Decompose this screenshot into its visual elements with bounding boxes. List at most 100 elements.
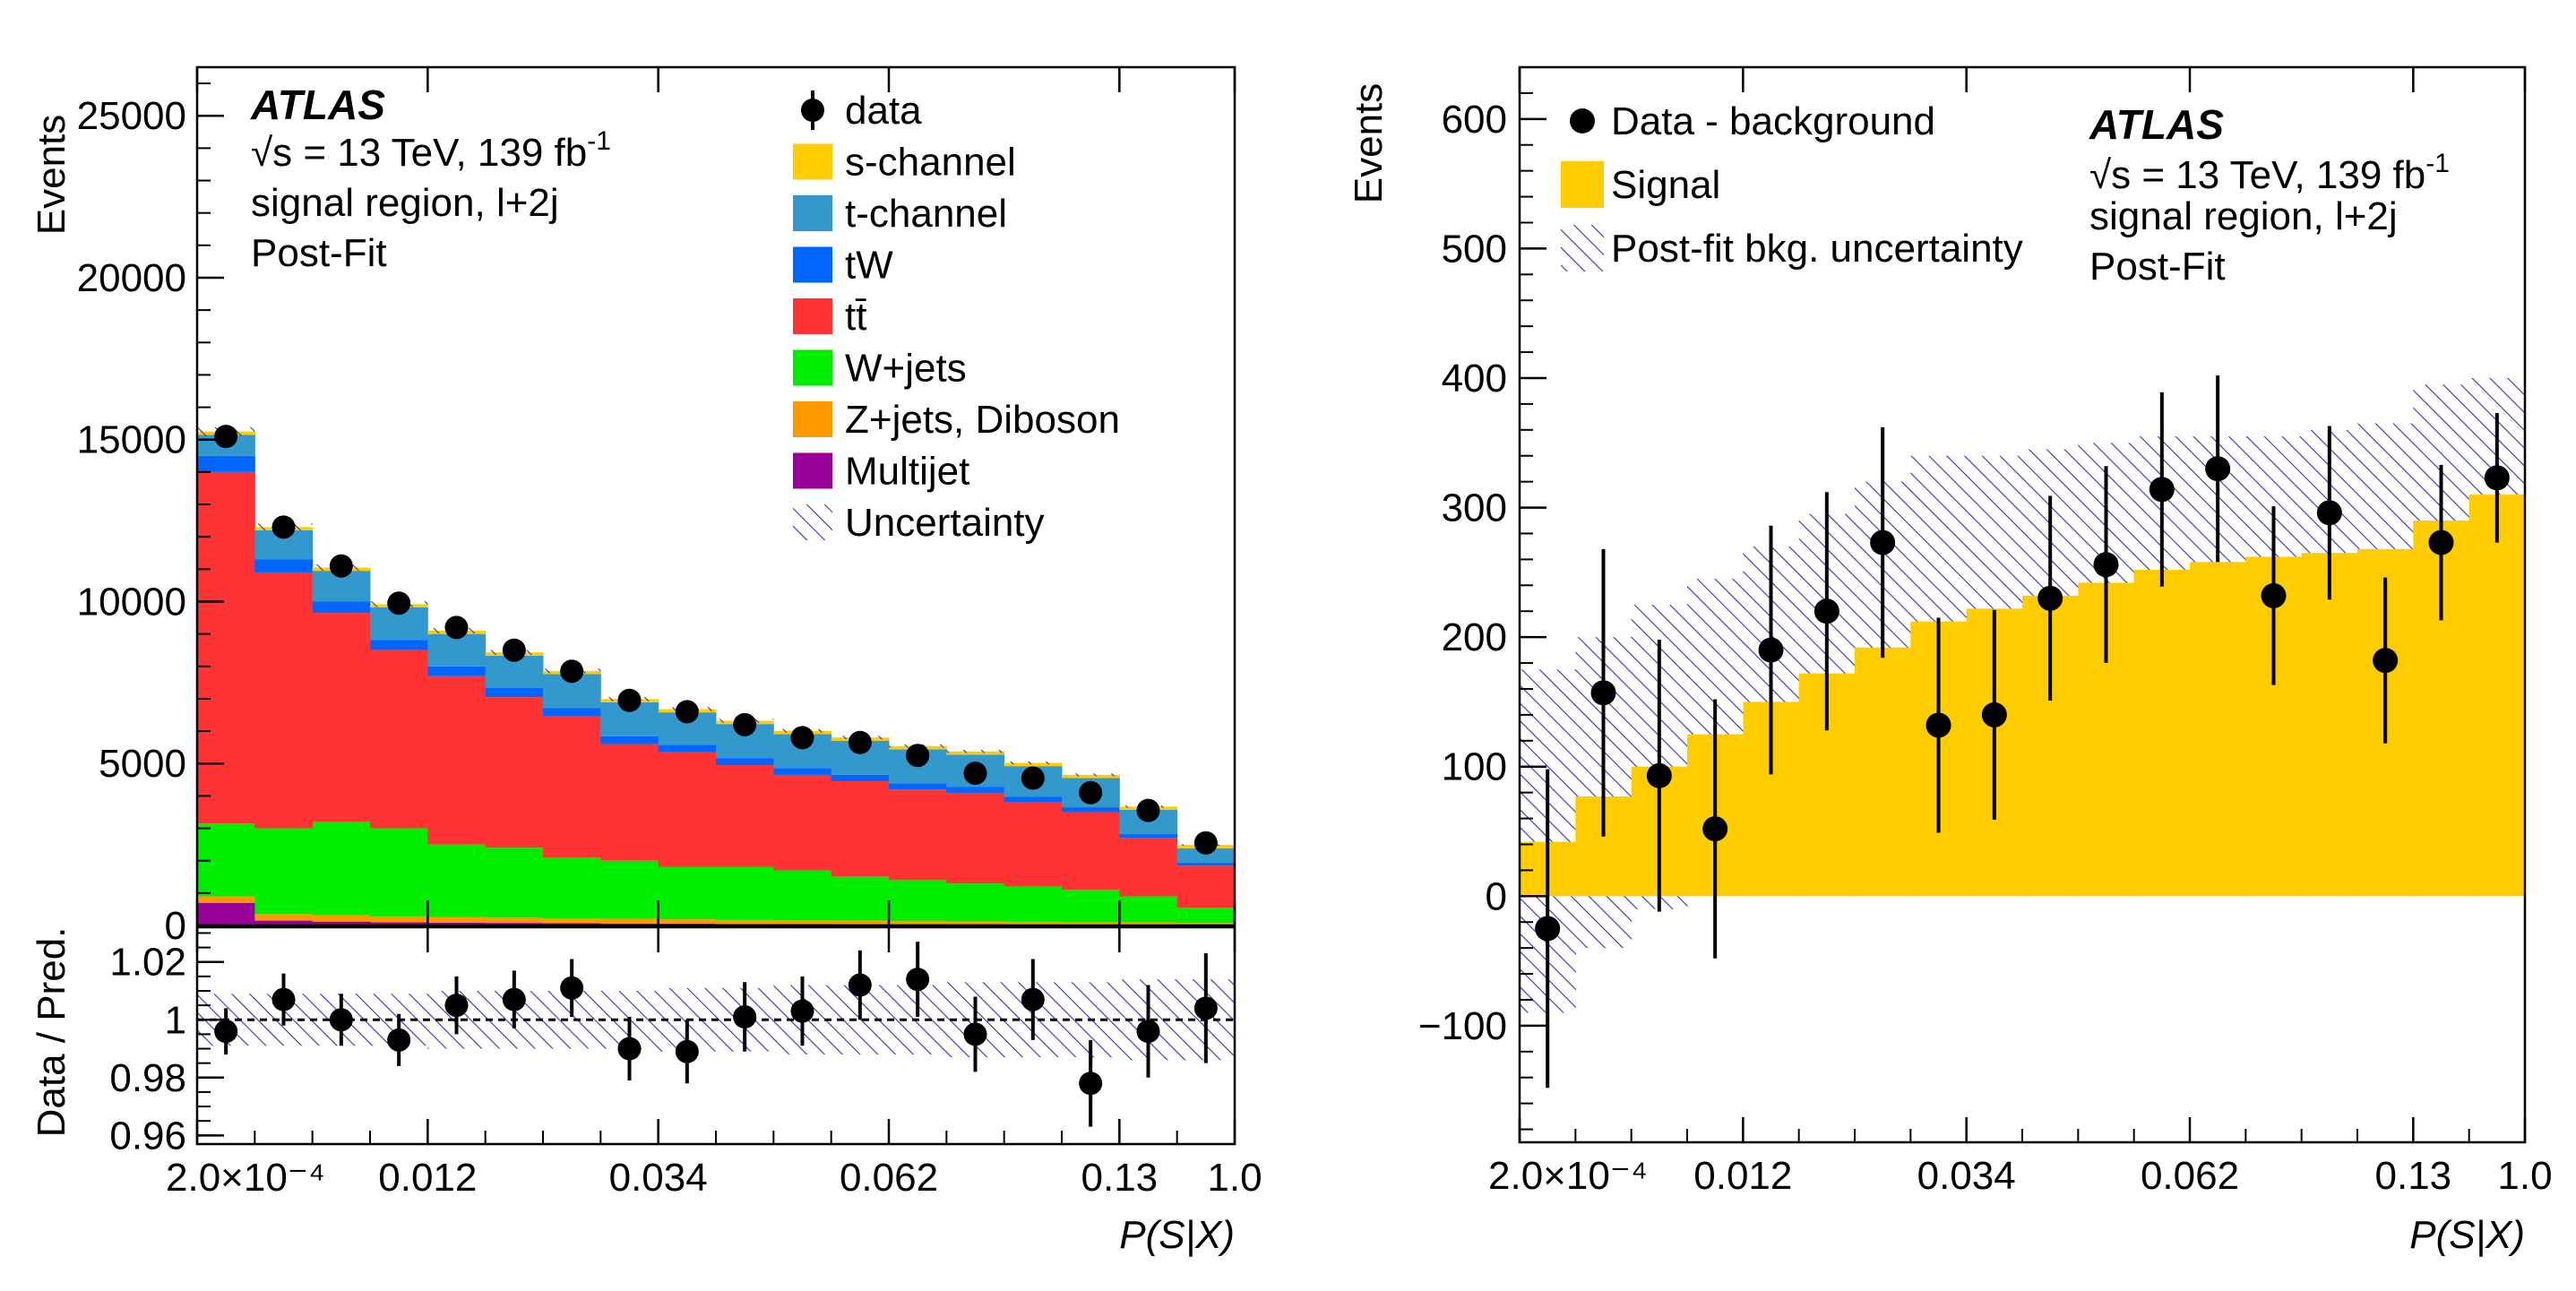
right-data-point-1 — [1590, 680, 1616, 706]
right-legend-label-unc: Post-fit bkg. uncertainty — [1611, 227, 2023, 271]
y-tick-label-3: 15000 — [77, 418, 186, 462]
bar-z-jets-diboson-11 — [831, 920, 890, 925]
data-point-17 — [1193, 831, 1218, 855]
right-x-tick-label-0: 2.0×10⁻⁴ — [1488, 1154, 1648, 1198]
right-x-tick-label-4: 0.13 — [2375, 1154, 2452, 1198]
ratio-point-15 — [1079, 1072, 1103, 1096]
bar-tt--14 — [1004, 802, 1063, 887]
ratio-point-11 — [848, 973, 872, 997]
ratio-point-9 — [733, 1005, 757, 1029]
bar-tt--13 — [946, 792, 1005, 884]
bar-s-channel-14 — [1004, 762, 1063, 767]
ratio-tick-label-2: 1 — [165, 998, 186, 1042]
bar-w-jets-10 — [773, 870, 832, 921]
bar-s-channel-15 — [1062, 774, 1120, 779]
right-data-point-5 — [1814, 598, 1839, 624]
right-panel: −100 0 100 200 300 400 500 600 2.0×10⁻⁴ 0.012 0.0… — [1347, 65, 2553, 1257]
right-fit-label: Post-Fit — [2089, 245, 2226, 288]
bar-z-jets-diboson-12 — [889, 921, 947, 925]
right-data-point-7 — [1926, 712, 1951, 738]
data-point-9 — [733, 712, 757, 736]
bar-z-jets-diboson-1 — [254, 914, 314, 921]
right-legend-label-signal: Signal — [1611, 163, 1720, 207]
bar-w-jets-12 — [889, 880, 947, 922]
right-y-tick-label-5: 400 — [1442, 357, 1507, 400]
left-stacked-histogram — [197, 431, 1235, 925]
bar-tw-7 — [600, 736, 659, 744]
left-main-panel: 0 5000 10000 15000 20000 25000 Events ATLAS √… — [30, 65, 1236, 948]
ratio-point-10 — [790, 999, 814, 1023]
bar-tt--7 — [600, 744, 659, 861]
right-data-point-8 — [1981, 701, 2007, 727]
data-point-5 — [502, 638, 526, 662]
data-point-13 — [963, 762, 987, 786]
right-y-tick-label-2: 100 — [1442, 745, 1507, 789]
data-point-10 — [790, 726, 814, 750]
right-legend-swatch-unc — [1561, 225, 1604, 271]
right-legend-swatch-signal — [1561, 161, 1604, 208]
left-main-frame — [195, 65, 1236, 927]
bar-z-jets-diboson-8 — [658, 919, 717, 924]
bar-tt--4 — [427, 676, 487, 845]
right-data-point-14 — [2316, 500, 2342, 526]
signal-bar-17 — [2468, 495, 2525, 897]
ratio-point-12 — [906, 968, 930, 992]
ratio-tick-label-0: 0.96 — [109, 1114, 186, 1158]
bar-w-jets-1 — [254, 828, 314, 915]
left-main-y-axis: 0 5000 10000 15000 20000 25000 — [77, 67, 1236, 948]
legend-label-multijet: Multijet — [845, 450, 969, 494]
data-point-7 — [617, 688, 642, 712]
right-data-point-10 — [2093, 552, 2119, 578]
legend-label-data: data — [845, 89, 922, 133]
right-x-tick-label-2: 0.034 — [1917, 1154, 2016, 1198]
data-point-8 — [675, 700, 699, 724]
ratio-data-points — [214, 942, 1218, 1127]
bar-z-jets-diboson-5 — [485, 917, 544, 924]
bar-tt--8 — [658, 752, 717, 867]
legend-swatch-tchan — [793, 195, 832, 231]
bar-z-jets-diboson-16 — [1119, 922, 1178, 925]
bar-w-jets-2 — [312, 822, 371, 916]
legend-swatch-schan — [793, 143, 832, 180]
signal-bar-6 — [1855, 647, 1911, 897]
bar-tt--1 — [254, 572, 314, 829]
bar-tw-5 — [485, 688, 544, 698]
legend-swatch-tw — [793, 246, 832, 283]
bar-w-jets-5 — [485, 848, 544, 918]
legend-label-tchan: t-channel — [845, 192, 1007, 236]
bar-tw-16 — [1119, 834, 1178, 839]
right-data-point-17 — [2484, 465, 2510, 491]
bar-multijet-6 — [543, 923, 601, 925]
left-x-tick-label-5: 1.0 — [1207, 1156, 1262, 1200]
unc-bin-13 — [946, 749, 1004, 753]
left-x-tick-label-0: 2.0×10⁻⁴ — [166, 1156, 325, 1200]
right-legend-label-data: Data - background — [1611, 99, 1935, 143]
right-energy-label: √s = 13 TeV, 139 fb-1 — [2089, 149, 2450, 197]
bar-tt--2 — [312, 613, 371, 822]
bar-z-jets-diboson-17 — [1176, 923, 1235, 925]
bar-w-jets-15 — [1062, 890, 1120, 923]
left-energy-sup: -1 — [587, 126, 611, 156]
right-legend: Data - background Signal Post-fit bkg. unc… — [1561, 99, 2023, 271]
right-y-tick-label-7: 600 — [1442, 98, 1507, 142]
left-ratio-panel: 0.96 0.98 1 1.02 Data / Pred. 2.0×10⁻⁴ 0.012… — [30, 925, 1262, 1257]
bar-s-channel-13 — [946, 751, 1005, 755]
right-x-tick-label-1: 0.012 — [1693, 1154, 1792, 1198]
ratio-y-axis: 0.96 0.98 1 1.02 — [109, 932, 224, 1158]
legend-label-zjets: Z+jets, Diboson — [845, 398, 1120, 442]
legend-swatch-zjets — [793, 401, 832, 437]
bar-tw-17 — [1176, 863, 1235, 866]
left-x-title: P(S|X) — [1119, 1213, 1235, 1257]
legend-label-tt: tt̄ — [845, 295, 866, 339]
bar-tw-2 — [312, 601, 371, 614]
bar-z-jets-diboson-14 — [1004, 921, 1063, 925]
bar-w-jets-13 — [946, 883, 1005, 922]
bar-w-jets-9 — [716, 866, 774, 920]
ratio-point-4 — [444, 994, 469, 1018]
left-fit-label: Post-Fit — [251, 231, 387, 275]
right-data-point-0 — [1535, 916, 1561, 942]
ratio-y-title: Data / Pred. — [30, 927, 73, 1138]
y-tick-label-2: 10000 — [77, 580, 186, 624]
data-point-1 — [271, 515, 296, 539]
